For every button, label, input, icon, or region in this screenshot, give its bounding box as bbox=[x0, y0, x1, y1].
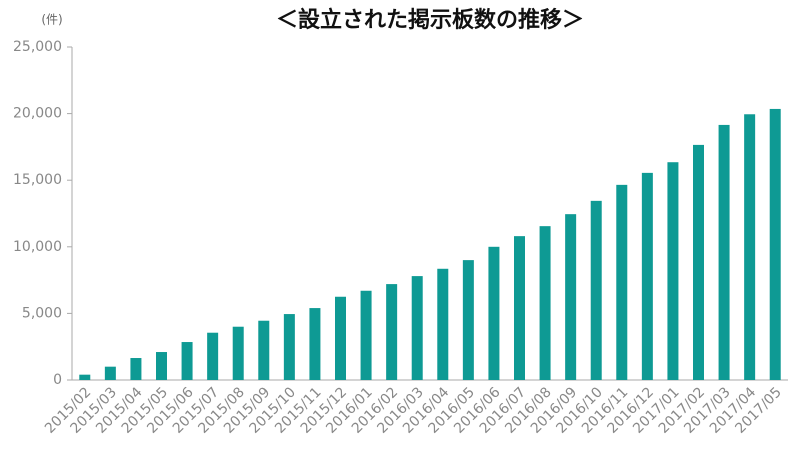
bar bbox=[667, 162, 679, 380]
bar bbox=[693, 144, 704, 380]
bar bbox=[769, 108, 781, 381]
bar bbox=[718, 124, 730, 380]
bar bbox=[565, 214, 577, 380]
bar bbox=[181, 342, 193, 380]
y-tick-label: 10,000 bbox=[13, 239, 62, 255]
y-tick-label: 5,000 bbox=[22, 305, 62, 321]
y-tick-label: 0 bbox=[53, 372, 62, 388]
bar bbox=[232, 326, 244, 380]
bar bbox=[360, 290, 372, 380]
bar bbox=[411, 276, 423, 380]
bar bbox=[130, 358, 142, 380]
bar bbox=[207, 332, 219, 380]
bar bbox=[539, 226, 551, 380]
bar bbox=[156, 352, 167, 380]
bar bbox=[462, 260, 474, 380]
bar bbox=[616, 184, 628, 380]
chart-title: ＜設立された掲示板数の推移＞ bbox=[276, 7, 584, 33]
y-axis-label: (件) bbox=[41, 13, 62, 27]
y-tick-label: 25,000 bbox=[13, 39, 62, 55]
bar bbox=[641, 172, 653, 380]
bar bbox=[283, 314, 295, 380]
y-tick-label: 20,000 bbox=[13, 106, 62, 122]
bar bbox=[79, 374, 91, 380]
bar bbox=[104, 366, 116, 380]
bar bbox=[309, 308, 321, 380]
bar bbox=[590, 200, 602, 380]
bar bbox=[335, 296, 346, 380]
bar bbox=[258, 320, 270, 380]
bar bbox=[386, 284, 398, 380]
bar bbox=[437, 268, 449, 380]
bar bbox=[514, 236, 525, 380]
y-tick-label: 15,000 bbox=[13, 172, 62, 188]
bar bbox=[488, 246, 500, 380]
bar bbox=[744, 114, 756, 381]
